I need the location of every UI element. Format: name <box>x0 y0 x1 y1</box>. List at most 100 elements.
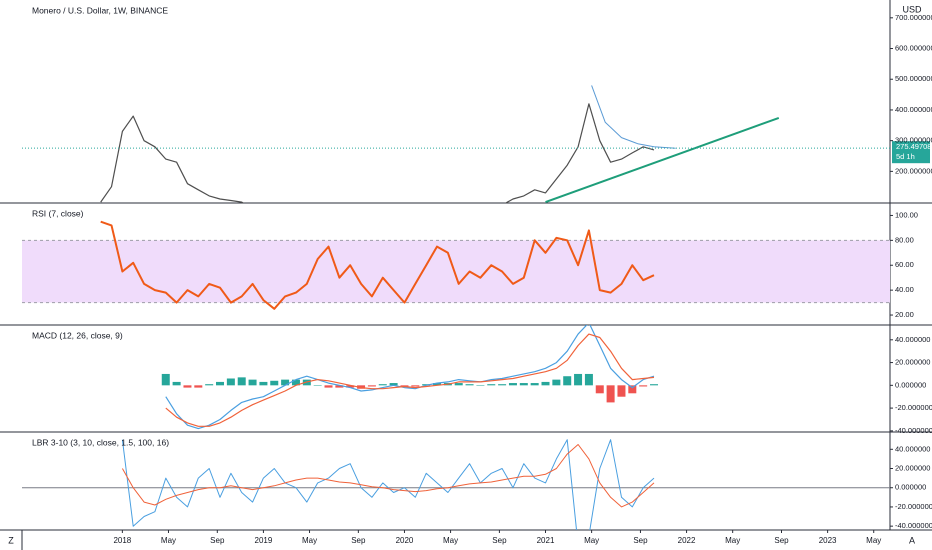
y-tick-label: 20.000000 <box>895 358 930 367</box>
histogram-bar <box>498 384 507 386</box>
y-tick-label: 200.000000 <box>895 166 932 175</box>
histogram-bar <box>595 385 604 394</box>
y-tick-label: 40.000000 <box>895 444 930 453</box>
y-tick-label: -20.000000 <box>895 502 932 511</box>
y-tick-label: -40.000000 <box>895 426 932 435</box>
histogram-bar <box>465 384 474 386</box>
y-tick-label: 500.000000 <box>895 74 932 83</box>
series-line <box>591 85 676 149</box>
histogram-bar <box>291 379 300 386</box>
pane-title: Monero / U.S. Dollar, 1W, BINANCE <box>32 5 168 15</box>
histogram-bar <box>270 380 279 386</box>
series-line <box>545 116 780 203</box>
histogram-bar <box>367 385 376 387</box>
histogram-bar <box>639 385 648 387</box>
auto-scale-button[interactable]: A <box>909 535 915 545</box>
histogram-bar <box>574 373 583 386</box>
x-tick-label: May <box>866 536 881 545</box>
x-tick-label: 2023 <box>819 536 837 545</box>
histogram-bar <box>378 384 387 386</box>
y-tick-label: 40.00 <box>895 285 914 294</box>
x-tick-label: Sep <box>774 536 789 545</box>
series-line <box>100 220 655 310</box>
histogram-bar <box>617 385 626 397</box>
histogram-bar <box>487 384 496 386</box>
histogram-bar <box>248 379 257 386</box>
pane-title: RSI (7, close) <box>32 208 84 218</box>
histogram-bar <box>530 383 539 386</box>
x-tick-label: May <box>302 536 317 545</box>
histogram-bar <box>183 385 192 388</box>
x-tick-label: 2021 <box>537 536 555 545</box>
histogram-bar <box>411 385 420 387</box>
series-line <box>121 444 655 508</box>
histogram-bar <box>346 385 355 388</box>
histogram-bar <box>508 383 517 386</box>
rsi-band <box>22 240 890 303</box>
histogram-bar <box>194 385 203 388</box>
pane <box>22 439 890 530</box>
y-tick-label: 80.00 <box>895 235 914 244</box>
histogram-bar <box>552 379 561 386</box>
histogram-bar <box>226 378 235 386</box>
y-tick-label: 20.00 <box>895 310 914 319</box>
pane-title: LBR 3-10 (3, 10, close, 1.5, 100, 16) <box>32 437 169 447</box>
x-tick-label: May <box>584 536 599 545</box>
x-tick-label: 2018 <box>113 536 131 545</box>
pane <box>22 220 890 310</box>
y-tick-label: 400.000000 <box>895 105 932 114</box>
histogram-bar <box>205 384 214 386</box>
histogram-bar <box>259 381 268 386</box>
histogram-bar <box>628 385 637 394</box>
histogram-bar <box>519 383 528 386</box>
currency-label: USD <box>902 4 922 14</box>
series-line <box>165 333 655 427</box>
histogram-bar <box>400 385 409 387</box>
y-tick-label: 0.000000 <box>895 380 926 389</box>
y-tick-label: 20.000000 <box>895 463 930 472</box>
pane <box>22 85 890 203</box>
x-tick-label: May <box>161 536 176 545</box>
series-line <box>121 439 655 530</box>
x-tick-label: 2022 <box>678 536 696 545</box>
histogram-bar <box>584 373 593 386</box>
y-tick-label: 300.000000 <box>895 136 932 145</box>
y-tick-label: 600.000000 <box>895 44 932 53</box>
histogram-bar <box>335 385 344 388</box>
last-price-box <box>892 141 930 164</box>
histogram-bar <box>313 385 322 386</box>
y-tick-label: 60.00 <box>895 260 914 269</box>
histogram-bar <box>281 379 290 386</box>
histogram-bar <box>389 383 398 386</box>
series-line <box>165 325 655 430</box>
y-tick-label: 700.000000 <box>895 13 932 22</box>
y-tick-label: 40.000000 <box>895 335 930 344</box>
histogram-bar <box>237 377 246 386</box>
x-tick-label: May <box>443 536 458 545</box>
x-tick-label: Sep <box>633 536 648 545</box>
histogram-bar <box>172 381 181 386</box>
y-tick-label: 0.000000 <box>895 483 926 492</box>
histogram-bar <box>563 376 572 386</box>
histogram-bar <box>606 385 615 403</box>
histogram-bar <box>324 385 333 388</box>
x-tick-label: 2020 <box>396 536 414 545</box>
pane <box>161 325 659 430</box>
histogram-bar <box>476 385 485 386</box>
x-tick-label: Sep <box>351 536 366 545</box>
y-tick-label: -40.000000 <box>895 521 932 530</box>
y-tick-label: -20.000000 <box>895 403 932 412</box>
x-tick-label: Sep <box>210 536 225 545</box>
x-tick-label: 2019 <box>255 536 273 545</box>
histogram-bar <box>433 383 442 386</box>
histogram-bar <box>454 383 463 386</box>
y-tick-label: 100.00 <box>895 210 918 219</box>
timezone-button[interactable]: Z <box>8 535 14 545</box>
x-tick-label: May <box>725 536 740 545</box>
histogram-bar <box>216 381 225 386</box>
series-line <box>100 103 655 203</box>
histogram-bar <box>650 384 659 386</box>
histogram-bar <box>541 381 550 386</box>
